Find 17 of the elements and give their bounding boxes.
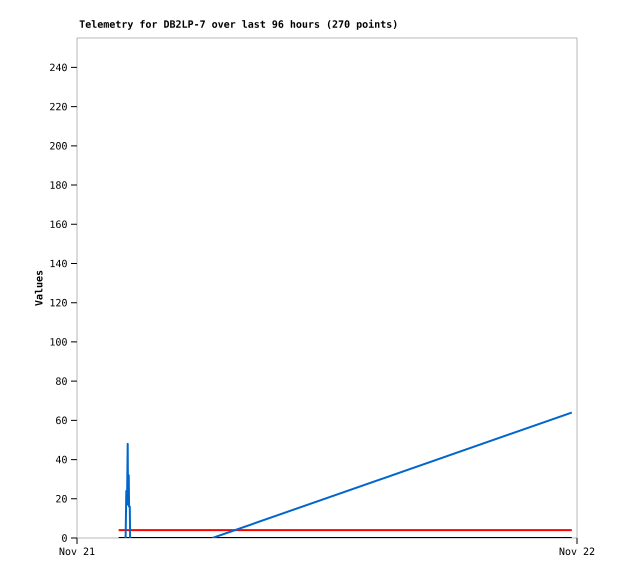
y-tick-label: 60 — [56, 416, 67, 424]
y-tick-label: 20 — [56, 494, 67, 503]
chart-title: Telemetry for DB2LP-7 over last 96 hours (270 points) — [80, 20, 396, 30]
y-tick-label: 180 — [50, 181, 67, 189]
y-tick-label: 240 — [50, 64, 67, 72]
y-tick-label: 100 — [50, 338, 67, 346]
y-axis-title: Values — [34, 270, 43, 306]
y-tick-label: 140 — [50, 260, 67, 268]
x-tick-label: Nov 22 — [560, 548, 594, 556]
y-tick-label: 0 — [62, 534, 67, 542]
y-tick-label: 200 — [50, 142, 67, 150]
y-tick-label: 160 — [50, 220, 67, 228]
y-tick-label: 40 — [56, 456, 67, 464]
y-tick-label: 120 — [50, 298, 67, 306]
y-tick-label: 220 — [50, 102, 67, 110]
y-tick-label: 80 — [56, 377, 67, 385]
x-tick-label: Nov 21 — [60, 548, 94, 556]
